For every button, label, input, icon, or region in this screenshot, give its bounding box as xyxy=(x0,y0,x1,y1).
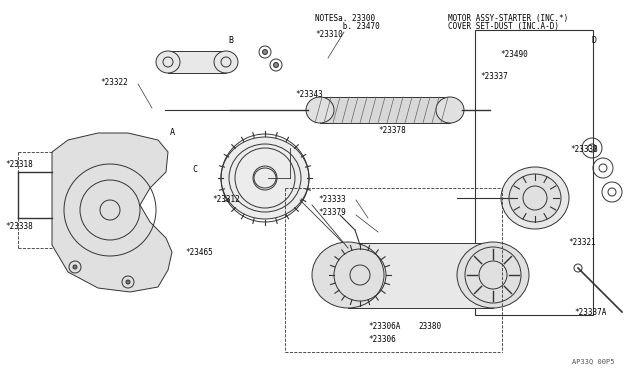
Ellipse shape xyxy=(156,51,180,73)
Bar xyxy=(348,243,493,308)
Ellipse shape xyxy=(501,167,569,229)
Bar xyxy=(475,30,593,315)
Bar xyxy=(168,51,226,73)
Ellipse shape xyxy=(457,242,529,308)
Text: *23333: *23333 xyxy=(318,195,346,204)
Text: *23306A: *23306A xyxy=(368,322,401,331)
Text: *23310: *23310 xyxy=(315,30,343,39)
Ellipse shape xyxy=(221,137,309,219)
Text: C: C xyxy=(192,165,197,174)
Text: NOTESa. 23300: NOTESa. 23300 xyxy=(315,14,375,23)
Text: COVER SET-DUST (INC.A-D): COVER SET-DUST (INC.A-D) xyxy=(448,22,559,31)
Text: *23322: *23322 xyxy=(100,78,128,87)
Text: *23337: *23337 xyxy=(480,72,508,81)
Text: *23321: *23321 xyxy=(568,238,596,247)
Circle shape xyxy=(73,265,77,269)
Text: *23379: *23379 xyxy=(318,208,346,217)
Text: *23338: *23338 xyxy=(570,145,598,154)
Text: A: A xyxy=(170,128,175,137)
Text: AP33Q 00P5: AP33Q 00P5 xyxy=(572,358,614,364)
Text: *23312: *23312 xyxy=(212,195,240,204)
Ellipse shape xyxy=(214,51,238,73)
Text: D: D xyxy=(592,36,597,45)
Ellipse shape xyxy=(509,174,561,222)
Circle shape xyxy=(126,280,130,284)
Ellipse shape xyxy=(436,97,464,123)
Text: MOTOR ASSY-STARTER (INC.*): MOTOR ASSY-STARTER (INC.*) xyxy=(448,14,568,23)
Ellipse shape xyxy=(312,242,384,308)
Text: *23490: *23490 xyxy=(500,50,528,59)
Text: B: B xyxy=(228,36,233,45)
Circle shape xyxy=(273,62,278,67)
Text: *23337A: *23337A xyxy=(574,308,606,317)
Text: *23343: *23343 xyxy=(295,90,323,99)
Polygon shape xyxy=(52,133,172,292)
Text: b. 23470: b. 23470 xyxy=(315,22,380,31)
Bar xyxy=(320,97,450,123)
Text: *23318: *23318 xyxy=(5,160,33,169)
Text: 23380: 23380 xyxy=(418,322,441,331)
Text: *23465: *23465 xyxy=(185,248,212,257)
Text: *23378: *23378 xyxy=(378,126,406,135)
Circle shape xyxy=(262,49,268,55)
Text: *23338: *23338 xyxy=(5,222,33,231)
Text: *23306: *23306 xyxy=(368,335,396,344)
Ellipse shape xyxy=(306,97,334,123)
